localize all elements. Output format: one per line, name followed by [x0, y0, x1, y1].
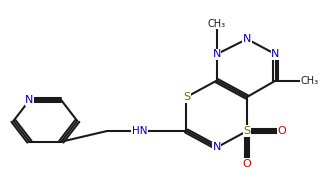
Text: HN: HN [132, 126, 147, 136]
Text: N: N [243, 34, 251, 44]
Text: N: N [213, 143, 221, 152]
Text: O: O [243, 159, 251, 169]
Text: S: S [243, 126, 251, 136]
Text: O: O [278, 126, 287, 136]
Text: N: N [25, 95, 34, 105]
Text: CH₃: CH₃ [300, 76, 318, 86]
Text: S: S [183, 92, 190, 102]
Text: N: N [213, 49, 221, 59]
Text: N: N [271, 49, 280, 59]
Text: CH₃: CH₃ [208, 19, 226, 29]
